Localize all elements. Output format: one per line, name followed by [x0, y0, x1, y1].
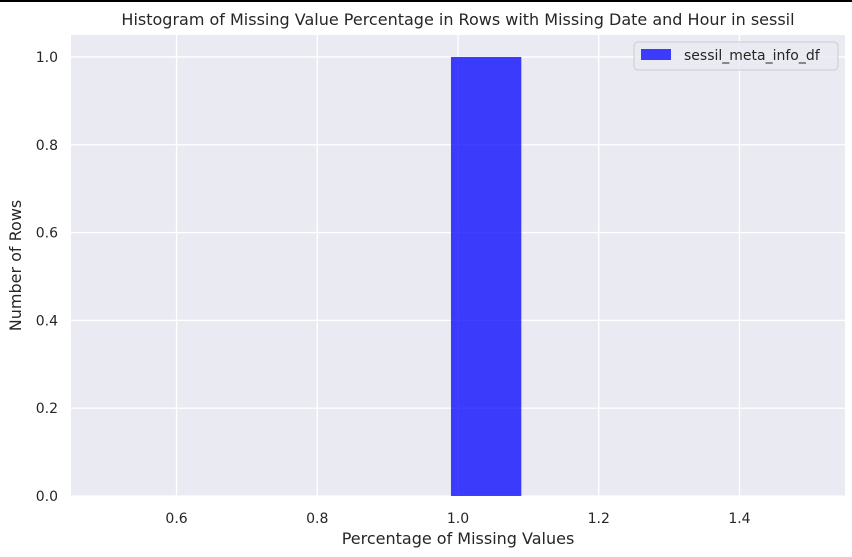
y-tick-label: 0.4: [36, 313, 58, 329]
y-axis-label: Number of Rows: [6, 200, 25, 331]
y-tick-label: 0.8: [36, 138, 58, 154]
x-axis-label: Percentage of Missing Values: [342, 529, 575, 548]
x-tick-label: 1.0: [447, 511, 469, 527]
x-tick-label: 0.6: [165, 511, 187, 527]
histogram-bar: [451, 57, 521, 496]
legend-swatch: [641, 49, 671, 60]
y-tick-labels: 0.0 0.2 0.4 0.6 0.8 1.0: [36, 50, 58, 505]
x-tick-label: 1.4: [728, 511, 750, 527]
x-tick-label: 1.2: [588, 511, 610, 527]
bars: [451, 57, 521, 496]
legend-label: sessil_meta_info_df: [684, 48, 821, 64]
y-tick-label: 0.2: [36, 401, 58, 417]
legend: sessil_meta_info_df: [634, 42, 838, 70]
y-tick-label: 0.0: [36, 489, 58, 505]
chart-title: Histogram of Missing Value Percentage in…: [121, 10, 794, 29]
y-tick-label: 0.6: [36, 226, 58, 242]
x-tick-labels: 0.6 0.8 1.0 1.2 1.4: [165, 511, 750, 527]
y-tick-label: 1.0: [36, 50, 58, 66]
x-tick-label: 0.8: [306, 511, 328, 527]
